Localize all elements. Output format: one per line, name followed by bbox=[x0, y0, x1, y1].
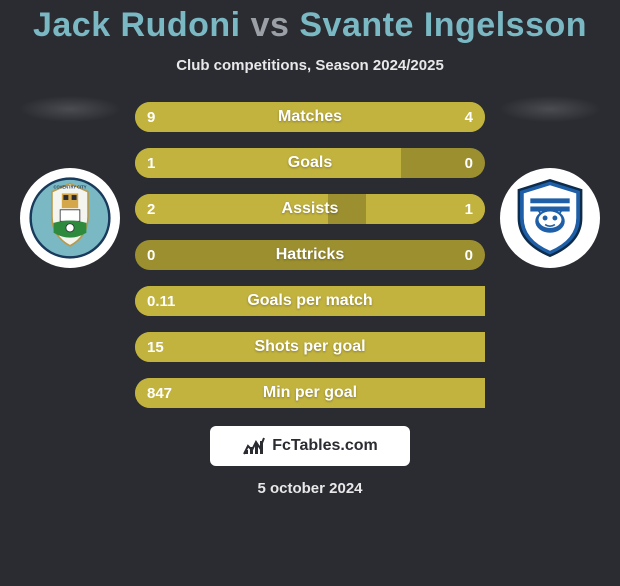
sheffield-wednesday-badge-icon bbox=[509, 177, 591, 259]
club-crest-right bbox=[500, 168, 600, 268]
stat-label: Goals per match bbox=[135, 286, 485, 316]
date-text: 5 october 2024 bbox=[0, 480, 620, 497]
stat-label: Goals bbox=[135, 148, 485, 178]
vs-text: vs bbox=[251, 6, 290, 44]
club-crest-left: COVENTRY CITY bbox=[20, 168, 120, 268]
stat-label: Hattricks bbox=[135, 240, 485, 270]
player1-name: Jack Rudoni bbox=[33, 6, 241, 44]
fctables-logo-icon bbox=[242, 436, 266, 456]
stat-label: Matches bbox=[135, 102, 485, 132]
subtitle: Club competitions, Season 2024/2025 bbox=[0, 57, 620, 74]
svg-text:COVENTRY CITY: COVENTRY CITY bbox=[54, 184, 87, 189]
comparison-stage: COVENTRY CITY 94Matches 10Goals 21Assists 0… bbox=[0, 102, 620, 408]
source-badge: FcTables.com bbox=[210, 426, 410, 466]
stat-label: Assists bbox=[135, 194, 485, 224]
brand-text: FcTables.com bbox=[272, 437, 378, 455]
stat-row: 94Matches bbox=[135, 102, 485, 132]
player2-name: Svante Ingelsson bbox=[299, 6, 587, 44]
coventry-badge-icon: COVENTRY CITY bbox=[29, 177, 111, 259]
stat-row: 0.11Goals per match bbox=[135, 286, 485, 316]
shadow-spot-left bbox=[20, 96, 120, 122]
stat-row: 10Goals bbox=[135, 148, 485, 178]
stat-row: 15Shots per goal bbox=[135, 332, 485, 362]
stat-row: 00Hattricks bbox=[135, 240, 485, 270]
stat-row: 847Min per goal bbox=[135, 378, 485, 408]
stat-label: Min per goal bbox=[135, 378, 485, 408]
stat-label: Shots per goal bbox=[135, 332, 485, 362]
stat-bars: 94Matches 10Goals 21Assists 00Hattricks 0.11… bbox=[135, 102, 485, 408]
comparison-title: Jack Rudoni vs Svante Ingelsson bbox=[0, 6, 620, 45]
stat-row: 21Assists bbox=[135, 194, 485, 224]
shadow-spot-right bbox=[500, 96, 600, 122]
